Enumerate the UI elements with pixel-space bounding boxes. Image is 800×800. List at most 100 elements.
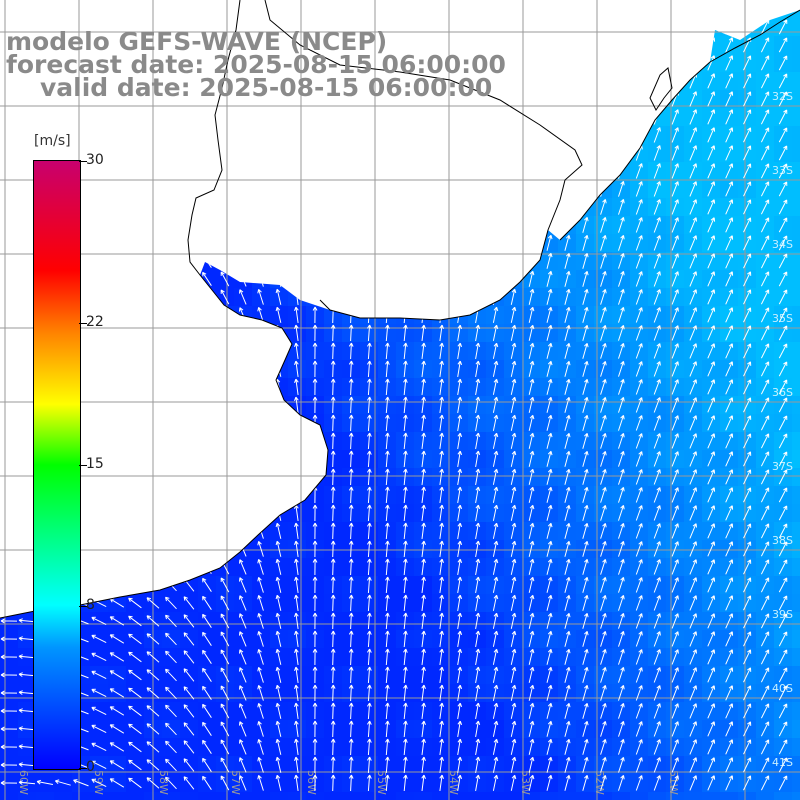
wind-arrow bbox=[257, 379, 264, 395]
wind-arrow bbox=[725, 487, 734, 503]
colorbar-tick bbox=[79, 322, 87, 324]
wind-cell bbox=[198, 234, 216, 252]
wind-arrow bbox=[348, 720, 354, 738]
wind-arrow bbox=[128, 669, 142, 681]
wind-arrow bbox=[275, 738, 282, 755]
wind-cell bbox=[432, 198, 450, 216]
wind-arrow bbox=[348, 522, 354, 540]
wind-cell bbox=[522, 18, 540, 36]
wind-cell bbox=[18, 90, 36, 108]
wind-cell bbox=[468, 198, 486, 216]
wind-cell bbox=[216, 486, 234, 504]
wind-arrow bbox=[36, 113, 53, 119]
wind-cell bbox=[126, 180, 144, 198]
wind-cell bbox=[0, 360, 18, 378]
wind-arrow bbox=[239, 577, 247, 593]
wind-arrow bbox=[220, 775, 230, 791]
wind-arrow bbox=[348, 504, 354, 522]
wind-arrow bbox=[492, 666, 499, 683]
wind-arrow bbox=[600, 307, 607, 323]
wind-arrow bbox=[366, 594, 372, 612]
wind-arrow bbox=[689, 397, 697, 413]
wind-cell bbox=[630, 108, 648, 126]
wind-arrow bbox=[743, 253, 752, 269]
wind-arrow bbox=[689, 325, 697, 341]
wind-cell bbox=[0, 378, 18, 396]
wind-cell bbox=[180, 504, 198, 522]
wind-arrow bbox=[165, 146, 177, 160]
wind-arrow bbox=[128, 273, 142, 285]
wind-arrow bbox=[564, 342, 571, 359]
wind-arrow bbox=[439, 756, 444, 773]
wind-cell bbox=[504, 126, 522, 144]
wind-arrow bbox=[760, 10, 770, 17]
wind-cell bbox=[486, 144, 504, 162]
wind-arrow bbox=[257, 559, 264, 575]
wind-cell bbox=[0, 540, 18, 558]
wind-arrow bbox=[18, 114, 36, 119]
wind-cell bbox=[378, 234, 396, 252]
wind-arrow bbox=[403, 144, 408, 162]
wind-arrow bbox=[403, 486, 408, 504]
wind-arrow bbox=[564, 126, 571, 143]
wind-arrow bbox=[294, 558, 299, 575]
wind-cell bbox=[108, 162, 126, 180]
wind-arrow bbox=[635, 415, 643, 431]
wind-arrow bbox=[528, 558, 535, 575]
wind-arrow bbox=[725, 469, 734, 485]
wind-arrow bbox=[743, 145, 752, 161]
wind-arrow bbox=[312, 198, 318, 216]
wind-arrow bbox=[671, 343, 679, 359]
wind-arrow bbox=[91, 220, 107, 230]
wind-arrow bbox=[457, 540, 463, 557]
wind-arrow bbox=[0, 240, 18, 246]
wind-arrow bbox=[528, 144, 535, 161]
wind-cell bbox=[288, 252, 306, 270]
wind-arrow bbox=[0, 582, 18, 588]
wind-arrow bbox=[689, 703, 697, 719]
wind-cell bbox=[468, 162, 486, 180]
wind-cell bbox=[504, 792, 522, 800]
wind-arrow bbox=[91, 760, 107, 770]
wind-arrow bbox=[760, 343, 770, 359]
wind-arrow bbox=[275, 576, 282, 593]
wind-arrow bbox=[635, 199, 643, 215]
wind-arrow bbox=[421, 666, 426, 683]
wind-arrow bbox=[492, 378, 499, 395]
wind-arrow bbox=[385, 738, 390, 756]
wind-arrow bbox=[403, 504, 408, 522]
wind-arrow bbox=[220, 271, 230, 287]
wind-arrow bbox=[564, 414, 571, 431]
wind-arrow bbox=[91, 346, 107, 356]
wind-arrow bbox=[0, 384, 18, 390]
wind-arrow bbox=[183, 218, 195, 232]
wind-arrow bbox=[439, 522, 444, 539]
wind-cell bbox=[108, 414, 126, 432]
wind-arrow bbox=[707, 577, 716, 593]
wind-arrow bbox=[439, 504, 444, 521]
wind-arrow bbox=[366, 198, 372, 216]
wind-arrow bbox=[653, 541, 661, 557]
wind-arrow bbox=[403, 432, 408, 450]
wind-arrow bbox=[778, 235, 788, 251]
wind-arrow bbox=[91, 238, 107, 248]
wind-arrow bbox=[778, 91, 788, 107]
wind-cell bbox=[486, 126, 504, 144]
wind-arrow bbox=[618, 217, 625, 233]
wind-cell bbox=[720, 18, 738, 36]
wind-arrow bbox=[385, 288, 390, 306]
wind-arrow bbox=[128, 633, 142, 645]
wind-cell bbox=[504, 54, 522, 72]
wind-arrow bbox=[109, 544, 125, 554]
wind-arrow bbox=[18, 690, 36, 695]
wind-arrow bbox=[600, 775, 607, 791]
wind-cell bbox=[648, 792, 666, 800]
wind-arrow bbox=[689, 361, 697, 377]
wind-cell bbox=[306, 252, 324, 270]
wind-arrow bbox=[743, 649, 752, 665]
wind-arrow bbox=[743, 361, 752, 377]
wind-arrow bbox=[294, 396, 299, 413]
wind-cell bbox=[576, 72, 594, 90]
wind-arrow bbox=[275, 702, 282, 719]
wind-cell bbox=[288, 792, 306, 800]
